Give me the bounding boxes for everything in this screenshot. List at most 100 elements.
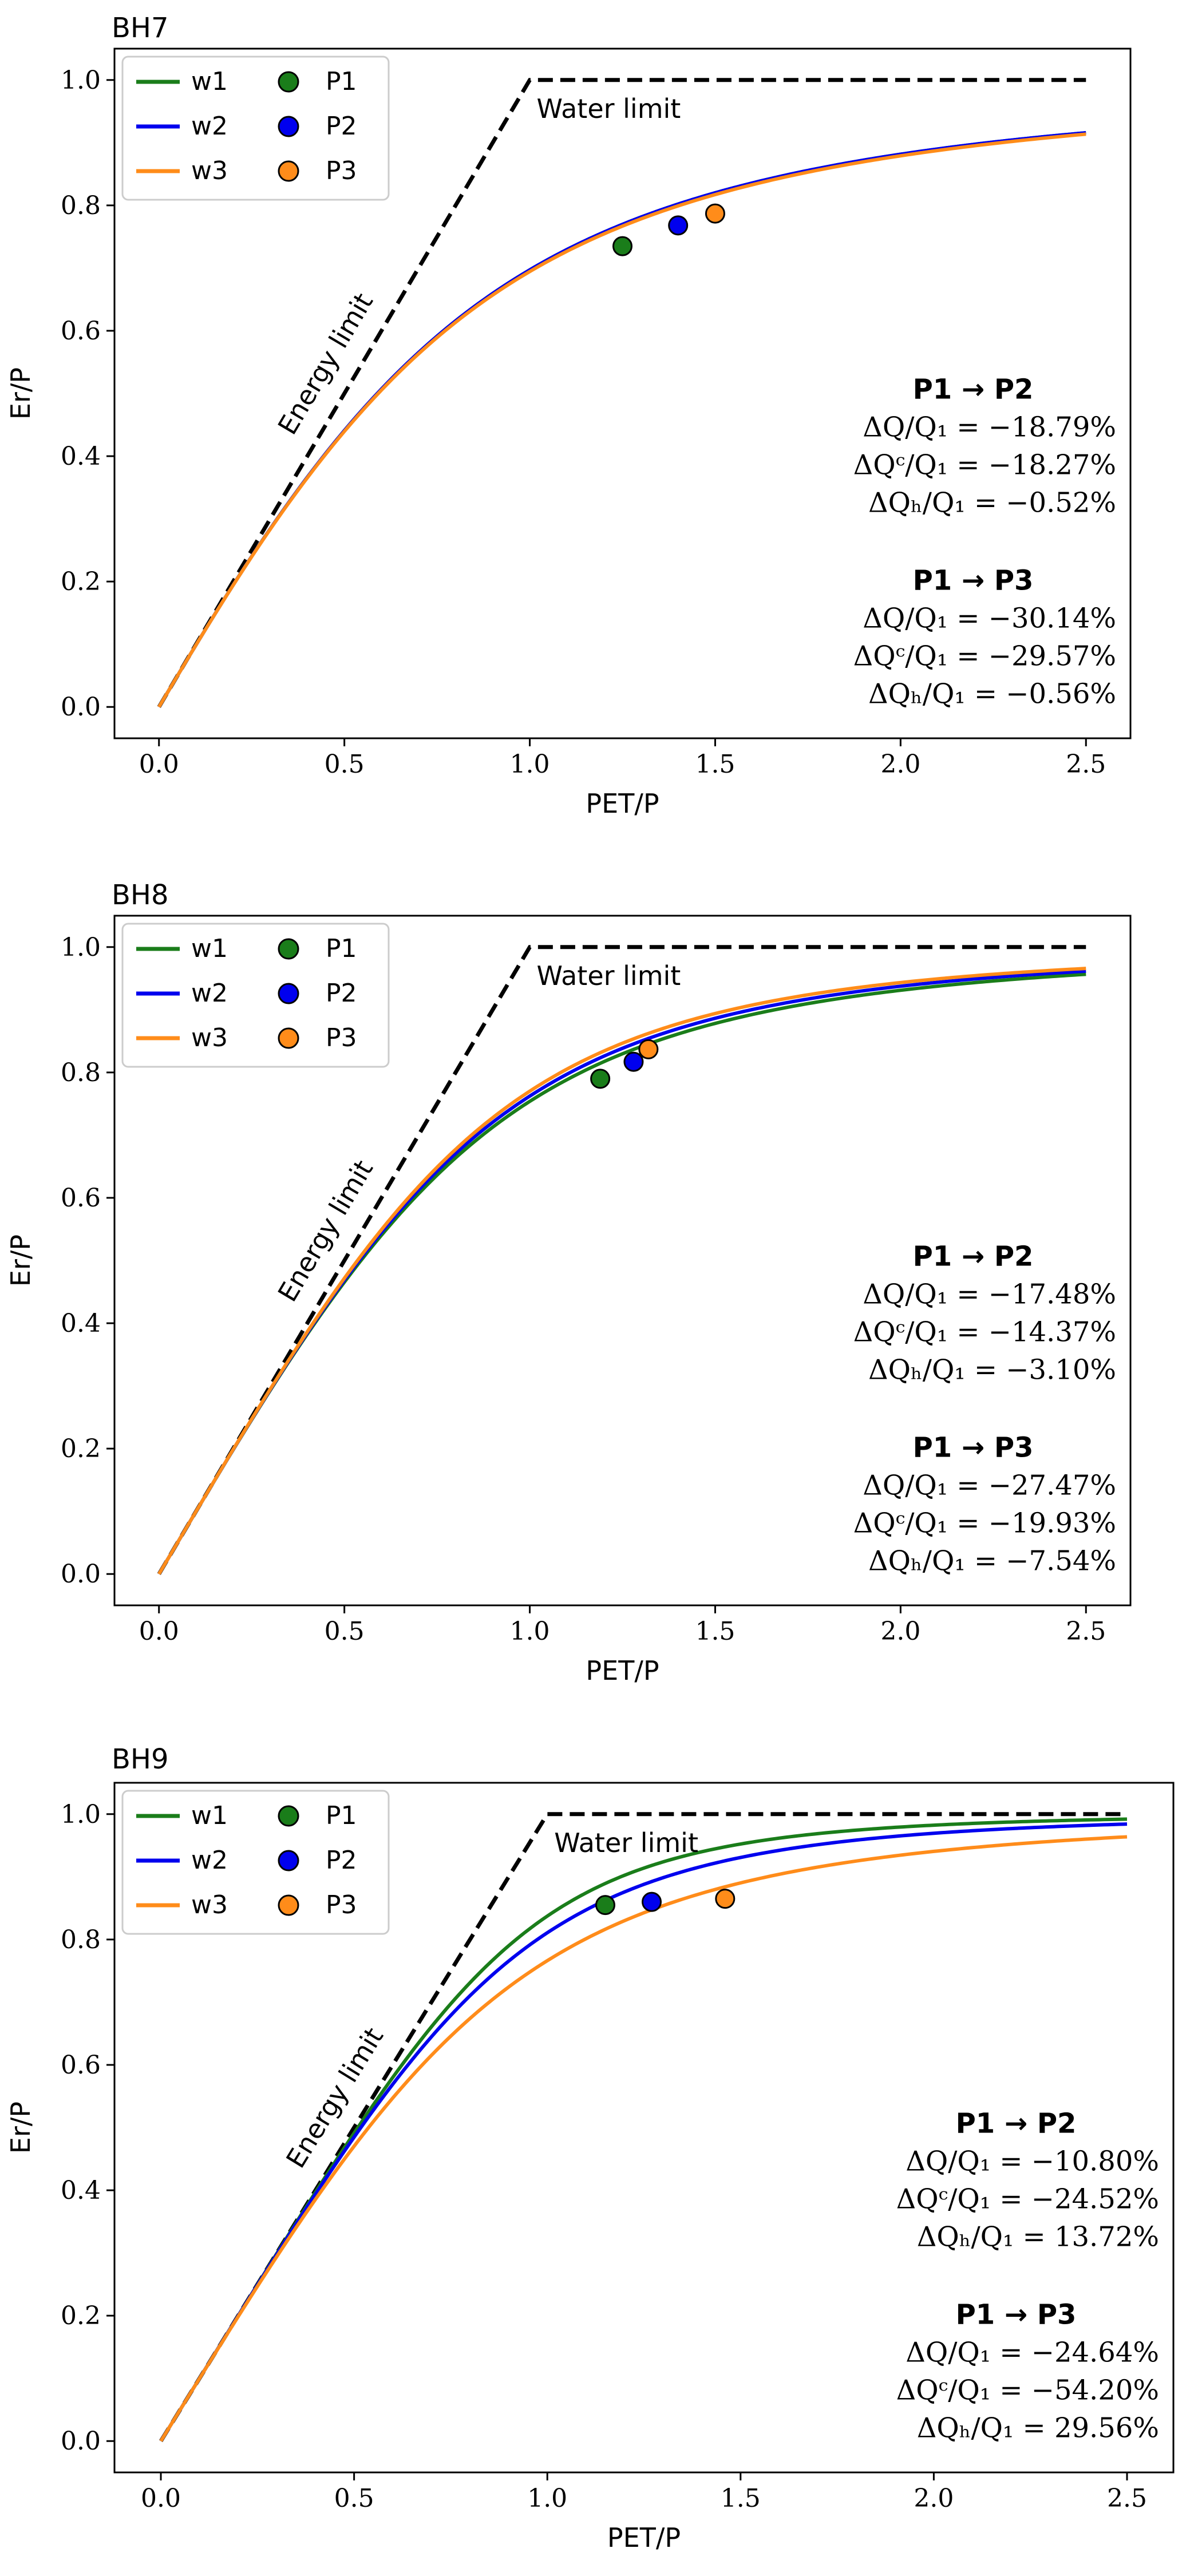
- y-tick-label: 0.0: [61, 2427, 101, 2456]
- point-P3: [705, 203, 725, 224]
- stats-line: ΔQ/Q₁ = −10.80%: [906, 2146, 1159, 2178]
- y-tick-label: 0.4: [61, 2176, 101, 2205]
- stats-title: P1 → P2: [956, 2108, 1077, 2140]
- axes-frame: [113, 915, 1132, 1606]
- water-limit-label: Water limit: [537, 93, 681, 124]
- y-tick-label: 0.0: [61, 1560, 101, 1589]
- legend: w1 w2 w3 P1 P2 P3: [121, 56, 390, 201]
- legend-box: [121, 1790, 390, 1935]
- legend-marker-P2: [278, 983, 299, 1004]
- x-tick-label: 1.0: [510, 1617, 550, 1646]
- legend-label-P1: P1: [326, 67, 357, 96]
- legend-box: [121, 56, 390, 201]
- limit-line: [157, 945, 1086, 1576]
- y-tick-label: 0.8: [61, 1925, 101, 1954]
- stats-line: ΔQᶜ/Q₁ = −29.57%: [853, 640, 1116, 672]
- point-P1: [612, 236, 632, 256]
- stats-line: ΔQₕ/Q₁ = −3.10%: [868, 1354, 1116, 1386]
- x-tick-label: 0.5: [334, 2484, 374, 2513]
- legend-label-P1: P1: [326, 1801, 357, 1830]
- y-axis-label: Er/P: [5, 1234, 36, 1287]
- y-tick-label: 0.4: [61, 1309, 101, 1338]
- point-P1: [595, 1895, 615, 1916]
- x-tick-label: 0.0: [141, 2484, 181, 2513]
- chart-title: BH7: [112, 12, 169, 44]
- chart-panel-bh9: BH9 0.0 0.5 1.0 1.5 2.0 2.5 0.0 0.2 0.4 0.6 0.8 1.0 P…: [5, 1743, 1175, 2553]
- legend-label-P2: P2: [326, 979, 357, 1008]
- stats-line: ΔQₕ/Q₁ = 29.56%: [917, 2412, 1159, 2444]
- plot-area: [159, 1812, 1128, 2443]
- point-P3: [638, 1039, 659, 1059]
- x-tick-label: 1.0: [527, 2484, 567, 2513]
- chart-title: BH8: [112, 879, 169, 911]
- legend-label-P3: P3: [326, 1890, 357, 1920]
- point-P3: [715, 1889, 736, 1909]
- legend-marker-P2: [278, 116, 299, 137]
- legend-label-w2: w2: [191, 1846, 228, 1875]
- x-axis-label: PET/P: [586, 788, 659, 819]
- x-tick-label: 1.0: [510, 750, 550, 779]
- legend-marker-P1: [278, 938, 299, 960]
- y-axis-label: Er/P: [5, 367, 36, 420]
- water-limit-label: Water limit: [537, 960, 681, 991]
- axes-frame: [113, 48, 1132, 739]
- y-tick-label: 1.0: [61, 66, 101, 95]
- energy-limit-label: Energy limit: [272, 288, 379, 440]
- stats-annotation: P1 → P2 ΔQ/Q₁ = −18.79% ΔQᶜ/Q₁ = −18.27% ΔQ…: [853, 374, 1116, 710]
- x-tick-label: 1.5: [695, 1617, 735, 1646]
- series-line-w3: [159, 1835, 1128, 2442]
- stats-line: ΔQᶜ/Q₁ = −18.27%: [853, 449, 1116, 481]
- stats-line: ΔQᶜ/Q₁ = −54.20%: [896, 2375, 1159, 2407]
- stats-line: ΔQ/Q₁ = −17.48%: [863, 1279, 1116, 1311]
- limit-line: [157, 78, 1086, 709]
- y-tick-label: 0.2: [61, 567, 101, 596]
- water-limit-label: Water limit: [554, 1827, 698, 1858]
- x-tick-label: 1.5: [695, 750, 735, 779]
- plot-area: [157, 78, 1086, 709]
- stats-line: ΔQᶜ/Q₁ = −19.93%: [853, 1507, 1116, 1540]
- stats-title: P1 → P2: [913, 374, 1034, 406]
- series-line-w3: [157, 132, 1086, 708]
- legend-label-P3: P3: [326, 1023, 357, 1052]
- stats-line: ΔQₕ/Q₁ = −0.52%: [868, 487, 1116, 519]
- legend-marker-P3: [278, 1894, 299, 1916]
- chart-panel-bh8: BH8 0.0 0.5 1.0 1.5 2.0 2.5 0.0 0.2 0.4 0.6 0.8 1.0 P…: [5, 879, 1132, 1686]
- x-tick-label: 1.5: [721, 2484, 761, 2513]
- stats-title: P1 → P3: [913, 565, 1034, 597]
- y-tick-label: 0.6: [61, 1184, 101, 1213]
- legend-marker-P2: [278, 1850, 299, 1871]
- legend-marker-P1: [278, 1805, 299, 1827]
- stats-annotation: P1 → P2 ΔQ/Q₁ = −10.80% ΔQᶜ/Q₁ = −24.52% ΔQ…: [896, 2108, 1159, 2444]
- stats-annotation: P1 → P2 ΔQ/Q₁ = −17.48% ΔQᶜ/Q₁ = −14.37% ΔQ…: [853, 1241, 1116, 1577]
- stats-line: ΔQᶜ/Q₁ = −14.37%: [853, 1316, 1116, 1348]
- point-P2: [642, 1892, 662, 1912]
- legend-label-w3: w3: [191, 1023, 228, 1052]
- axes-frame: [113, 1782, 1175, 2474]
- y-tick-label: 0.2: [61, 1434, 101, 1463]
- plot-area: [157, 945, 1086, 1576]
- limit-line: [159, 1812, 1127, 2443]
- chart-panel-bh7: BH7 0.0 0.5 1.0 1.5 2.0 2.5 0.0 0.2 0.4 0.6 0.8 1.0 P…: [5, 12, 1132, 819]
- stats-title: P1 → P3: [956, 2299, 1077, 2331]
- stats-line: ΔQ/Q₁ = −27.47%: [863, 1470, 1116, 1502]
- legend-box: [121, 923, 390, 1068]
- legend-label-w2: w2: [191, 979, 228, 1008]
- energy-limit-label: Energy limit: [272, 1155, 379, 1307]
- legend-label-w1: w1: [191, 1801, 228, 1830]
- y-axis-label: Er/P: [5, 2102, 36, 2154]
- series-line-w3: [157, 967, 1086, 1575]
- x-tick-label: 2.5: [1066, 750, 1106, 779]
- legend-marker-P1: [278, 71, 299, 93]
- stats-title: P1 → P2: [913, 1241, 1034, 1273]
- legend-label-w2: w2: [191, 112, 228, 141]
- y-tick-label: 0.6: [61, 2051, 101, 2080]
- legend-label-w3: w3: [191, 156, 228, 185]
- x-tick-label: 2.0: [914, 2484, 954, 2513]
- x-tick-label: 0.0: [139, 750, 179, 779]
- x-axis-label: PET/P: [586, 1655, 659, 1686]
- stats-title: P1 → P3: [913, 1432, 1034, 1464]
- point-P2: [668, 215, 689, 236]
- stats-line: ΔQₕ/Q₁ = 13.72%: [917, 2221, 1159, 2253]
- legend-label-w1: w1: [191, 934, 228, 963]
- stats-line: ΔQ/Q₁ = −30.14%: [863, 603, 1116, 635]
